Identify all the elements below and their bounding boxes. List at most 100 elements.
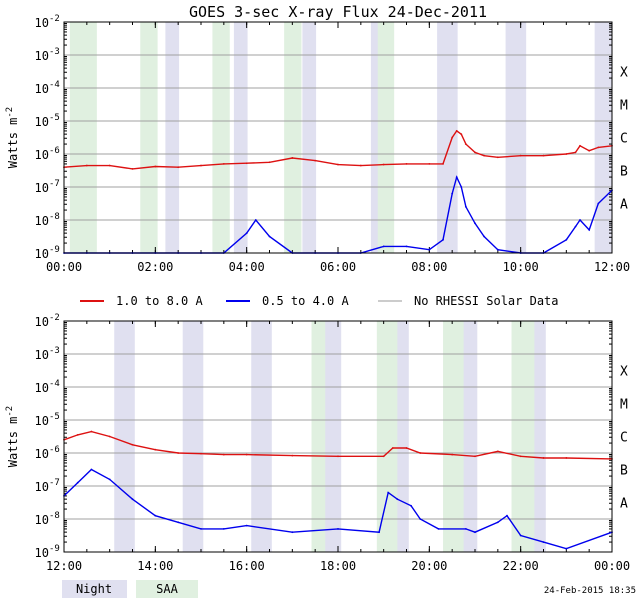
series-short-point <box>460 186 463 188</box>
series-long-point <box>90 430 93 433</box>
series-short-point <box>410 504 412 507</box>
series-long-point <box>419 452 422 454</box>
flare-class-label: A <box>620 497 628 512</box>
series-long-point <box>574 151 577 154</box>
series-long-point <box>291 454 294 457</box>
series-long-point <box>200 164 202 167</box>
y-tick-label: 10 <box>35 49 49 63</box>
legend-short-label: 0.5 to 4.0 A <box>262 294 349 308</box>
flare-class-label: X <box>620 66 628 81</box>
saa-band <box>69 22 97 253</box>
series-long-point <box>337 163 339 166</box>
y-tick-exponent: -8 <box>49 212 60 222</box>
series-long-point <box>382 455 385 458</box>
series-short-point <box>396 498 399 501</box>
series-long-point <box>391 447 394 449</box>
series-long-point <box>177 452 180 454</box>
y-tick-exponent: -5 <box>49 412 60 422</box>
series-short-point <box>519 534 522 537</box>
y-tick-exponent: -9 <box>49 544 60 554</box>
x-tick-label: 12:00 <box>46 559 82 573</box>
series-legend: 1.0 to 8.0 A 0.5 to 4.0 A No RHESSI Sola… <box>80 294 559 308</box>
series-short-point <box>177 521 180 524</box>
series-short-point <box>76 481 79 484</box>
series-long-point <box>337 455 339 458</box>
night-band <box>251 321 272 552</box>
series-short-point <box>565 547 568 550</box>
x-tick-label: 12:00 <box>594 260 630 274</box>
y-tick-exponent: -5 <box>49 113 60 123</box>
y-tick-label: 10 <box>35 348 49 362</box>
series-short-point <box>268 235 271 238</box>
y-tick-label: 10 <box>35 381 49 395</box>
y-axis-label: Watts m-2 <box>5 406 20 467</box>
x-tick-label: 20:00 <box>411 559 447 573</box>
y-tick-exponent: -9 <box>49 245 60 255</box>
series-short-point <box>90 468 93 471</box>
series-long-point <box>200 452 202 455</box>
series-long-point <box>154 448 157 451</box>
series-short-point <box>565 238 568 241</box>
y-tick-exponent: -7 <box>49 179 60 189</box>
series-short-point <box>474 222 476 225</box>
x-tick-label: 04:00 <box>229 260 265 274</box>
y-axis-label: Watts m-2 <box>5 107 20 168</box>
series-short-point <box>464 205 467 208</box>
legend-long-label: 1.0 to 8.0 A <box>116 294 203 308</box>
y-tick-label: 10 <box>35 414 49 428</box>
y-tick-exponent: -4 <box>49 80 60 90</box>
night-swatch <box>62 580 127 598</box>
series-short-point <box>387 491 390 494</box>
night-band <box>320 321 342 552</box>
series-short-point <box>451 192 454 195</box>
series-long-point <box>455 130 458 132</box>
series-long-point <box>85 164 88 167</box>
y-tick-label: 10 <box>35 546 49 560</box>
y-tick-label: 10 <box>35 82 49 96</box>
series-short-point <box>579 219 581 221</box>
saa-band <box>377 22 395 253</box>
series-short-point <box>496 521 499 524</box>
y-tick-exponent: -4 <box>49 379 60 389</box>
series-short-point <box>428 248 431 251</box>
series-long-point <box>496 450 499 453</box>
series-long-point <box>451 453 454 456</box>
series-long-point <box>460 133 463 136</box>
series-short-point <box>483 235 486 238</box>
series-short-point <box>442 238 444 241</box>
y-tick-exponent: -3 <box>49 47 60 57</box>
x-tick-label: 18:00 <box>320 559 356 573</box>
flare-class-label: C <box>620 132 628 147</box>
series-long-point <box>405 163 408 165</box>
saa-band <box>140 22 158 253</box>
series-short-point <box>597 202 600 205</box>
x-tick-label: 02:00 <box>137 260 173 274</box>
series-short-point <box>474 531 476 534</box>
plot-frame <box>63 320 613 553</box>
legend-nodata-label: No RHESSI Solar Data <box>414 294 559 308</box>
saa-band <box>443 321 464 552</box>
y-tick-exponent: -6 <box>49 445 60 455</box>
series-long-point <box>154 165 157 168</box>
x-tick-label: 06:00 <box>320 260 356 274</box>
y-axis-label-exponent: -2 <box>5 406 15 417</box>
night-band <box>182 321 204 552</box>
bottom-panel: 10-210-310-410-510-610-710-810 -9XMCBA12:… <box>5 313 630 573</box>
x-tick-label: 00:00 <box>594 559 630 573</box>
series-short-point <box>405 245 408 248</box>
plot-frame <box>63 21 613 254</box>
timestamp: 24-Feb-2015 18:35 <box>544 586 636 596</box>
x-tick-label: 08:00 <box>411 260 447 274</box>
saa-band <box>284 22 302 253</box>
series-long-point <box>588 149 591 152</box>
series-short-point <box>245 232 248 235</box>
series-short-point <box>437 528 440 530</box>
series-short-point <box>378 531 380 534</box>
saa-band <box>376 321 398 552</box>
y-tick-label: 10 <box>35 447 49 461</box>
series-short-point <box>574 225 577 228</box>
night-band <box>233 22 248 253</box>
series-long-point <box>268 161 271 164</box>
series-short-point <box>382 245 385 248</box>
